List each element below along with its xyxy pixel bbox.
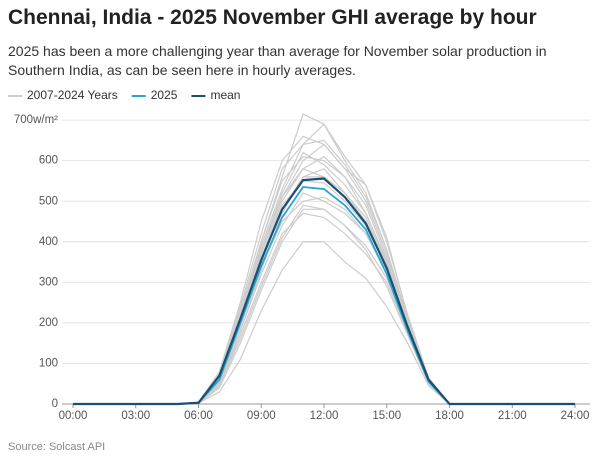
- source: Source: Solcast API: [8, 441, 106, 453]
- y-tick-label: 100: [39, 357, 58, 369]
- y-tick-label: 200: [39, 317, 58, 329]
- y-tick-label: 0: [52, 398, 58, 410]
- series-line: [73, 208, 575, 405]
- x-tick-label: 12:00: [310, 410, 339, 422]
- series-line: [73, 168, 575, 405]
- legend-label: 2025: [151, 88, 178, 102]
- y-tick-label: 700w/m²: [14, 114, 58, 126]
- y-tick-label: 400: [39, 236, 58, 248]
- series-line: [73, 123, 575, 405]
- y-tick-label: 600: [39, 155, 58, 167]
- x-tick-label: 03:00: [121, 410, 150, 422]
- x-tick-label: 18:00: [435, 410, 464, 422]
- series-line: [73, 156, 575, 405]
- legend-label: mean: [210, 88, 240, 102]
- series-line: [73, 176, 575, 405]
- x-tick-label: 21:00: [498, 410, 527, 422]
- series-line: [73, 186, 575, 405]
- y-tick-label: 300: [39, 276, 58, 288]
- series-line: [73, 151, 575, 405]
- legend-label: 2007-2024 Years: [27, 88, 118, 102]
- chart: 0 100 200 300 400 500 600 700w/m² 00:00 03:00 06:0…: [8, 88, 590, 422]
- series-line: [73, 177, 575, 406]
- x-tick-label: 09:00: [247, 410, 276, 422]
- y-tick-label: 500: [39, 195, 58, 207]
- chart-title: Chennai, India - 2025 November GHI avera…: [8, 6, 537, 29]
- series-line: [73, 192, 575, 405]
- x-tick-label: 24:00: [561, 410, 590, 422]
- series-line: [73, 156, 575, 405]
- chart-subtitle: 2025 has been a more challenging year th…: [8, 43, 547, 78]
- series-line: [73, 204, 575, 405]
- x-tick-label: 06:00: [184, 410, 213, 422]
- series-line: [73, 113, 575, 405]
- series-line: [73, 180, 575, 405]
- x-tick-label: 00:00: [59, 410, 88, 422]
- x-tick-label: 15:00: [372, 410, 401, 422]
- series-line: [73, 168, 575, 405]
- series-line: [73, 196, 575, 405]
